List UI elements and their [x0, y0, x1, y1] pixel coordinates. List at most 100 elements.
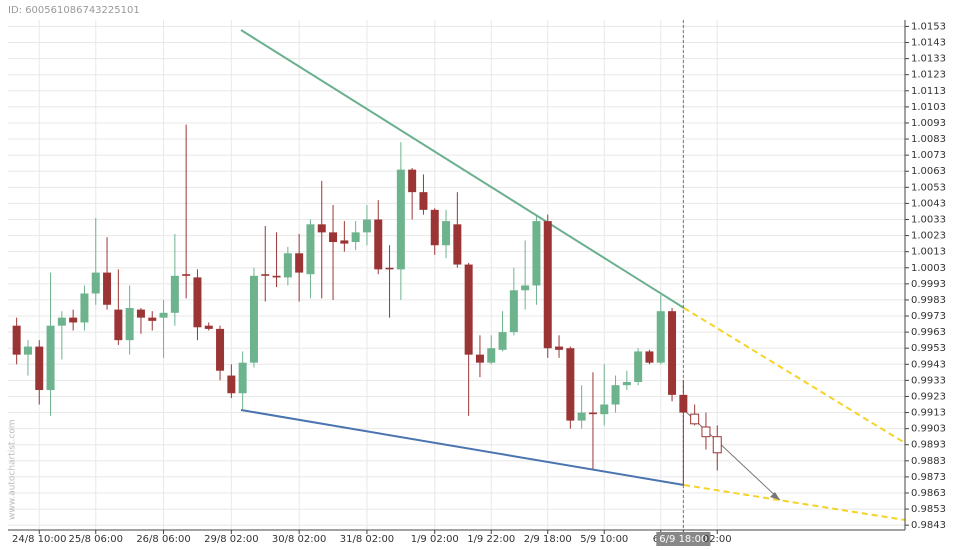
x-tick-label: 5/9 10:00 [580, 534, 628, 545]
y-tick-label: 1.0043 [911, 198, 946, 209]
candle-body [182, 274, 191, 276]
y-tick-label: 1.0023 [911, 231, 946, 242]
candle-body [317, 224, 326, 233]
candle-body [464, 264, 473, 355]
candle-body [340, 240, 349, 244]
candle-body [306, 224, 315, 275]
forecast-arrowhead [770, 492, 780, 500]
y-tick-label: 1.0053 [911, 182, 946, 193]
candle-body [12, 325, 21, 355]
candle-body [622, 381, 631, 386]
candle-body [498, 332, 507, 350]
candle-body [329, 232, 338, 243]
y-tick-label: 1.0103 [911, 102, 946, 113]
x-tick-label: 25/8 06:00 [69, 534, 123, 545]
x-tick-label-highlight: 6/9 18:00 [659, 534, 707, 545]
x-tick-label: 30/8 02:00 [272, 534, 326, 545]
candle-body [712, 436, 722, 454]
y-tick-label: 1.0143 [911, 38, 946, 49]
y-tick-label: 0.9903 [911, 424, 946, 435]
y-tick-label: 1.0073 [911, 150, 946, 161]
candle-body [283, 253, 292, 278]
y-tick-label: 1.0003 [911, 263, 946, 274]
y-tick-label: 0.9943 [911, 359, 946, 370]
y-tick-label: 1.0133 [911, 54, 946, 65]
candle-body [227, 375, 236, 394]
y-tick-label: 0.9853 [911, 504, 946, 515]
y-tick-label: 0.9953 [911, 343, 946, 354]
candle-body [566, 348, 575, 421]
x-tick-label: 26/8 06:00 [136, 534, 190, 545]
candle-body [114, 309, 123, 341]
candle-body [295, 253, 304, 273]
x-tick-label: 1/9 22:00 [467, 534, 515, 545]
candle-body [159, 312, 168, 318]
y-tick-label: 0.9883 [911, 456, 946, 467]
candle-body [351, 232, 360, 243]
candle-body [216, 328, 225, 371]
y-tick-label: 1.0033 [911, 214, 946, 225]
watermark: www.autochartist.com [8, 419, 18, 520]
candle-body [261, 274, 270, 276]
candle-body [679, 394, 688, 413]
candle-body [249, 275, 258, 363]
candle-body [385, 267, 394, 270]
candle-body [430, 209, 439, 246]
candle-body [509, 290, 518, 333]
candle-body [701, 426, 711, 438]
y-tick-label: 0.9873 [911, 472, 946, 483]
x-tick-label: 2/9 18:00 [524, 534, 572, 545]
y-tick-label: 1.0113 [911, 86, 946, 97]
candle-body [362, 219, 371, 233]
candle-body [555, 346, 564, 350]
candle-body [521, 285, 530, 291]
candle-body [91, 272, 100, 294]
chart-id: ID: 600561086743225101 [8, 5, 140, 16]
y-tick-label: 0.9973 [911, 311, 946, 322]
y-tick-label: 1.0083 [911, 134, 946, 145]
candle-body [408, 169, 417, 193]
candle-body [656, 311, 665, 363]
candle-body [634, 351, 643, 382]
y-tick-label: 1.0123 [911, 70, 946, 81]
candle-body [125, 307, 134, 341]
candle-body [193, 277, 202, 328]
candle-body [577, 412, 586, 421]
candle-body [23, 346, 32, 355]
candles [12, 20, 722, 530]
candle-body [204, 325, 213, 329]
x-tick-label: 29/8 02:00 [204, 534, 258, 545]
candle-body [46, 325, 55, 391]
candle-body [238, 362, 247, 394]
candle-body [170, 275, 179, 313]
candle-body [57, 317, 66, 326]
resistance-line [240, 29, 685, 309]
y-tick-label: 1.0063 [911, 166, 946, 177]
y-tick-label: 0.9893 [911, 440, 946, 451]
candle-body [442, 221, 451, 246]
y-tick-label: 0.9913 [911, 408, 946, 419]
axis-labels: 1.0153 1.0143 1.0133 1.0123 1.0113 1.0103 1.00… [12, 21, 946, 546]
candle-body [543, 221, 552, 349]
candle-body [419, 192, 428, 210]
candle-body [600, 404, 609, 415]
candle-body [374, 219, 383, 270]
candle-body [487, 348, 496, 363]
y-tick-label: 0.9923 [911, 391, 946, 402]
y-tick-label: 0.9843 [911, 520, 946, 531]
x-tick-label: 24/8 10:00 [12, 534, 66, 545]
y-tick-label: 1.0153 [911, 21, 946, 32]
candle-body [136, 309, 145, 318]
candle-body [475, 354, 484, 363]
x-tick-label: 1/9 02:00 [411, 534, 459, 545]
resistance-projection [683, 307, 906, 444]
candle-body [453, 224, 462, 265]
candle-body [272, 275, 281, 278]
x-tick-label: 31/8 02:00 [340, 534, 394, 545]
candle-body [80, 293, 89, 323]
y-tick-label: 1.0093 [911, 118, 946, 129]
candle-body [69, 317, 78, 323]
